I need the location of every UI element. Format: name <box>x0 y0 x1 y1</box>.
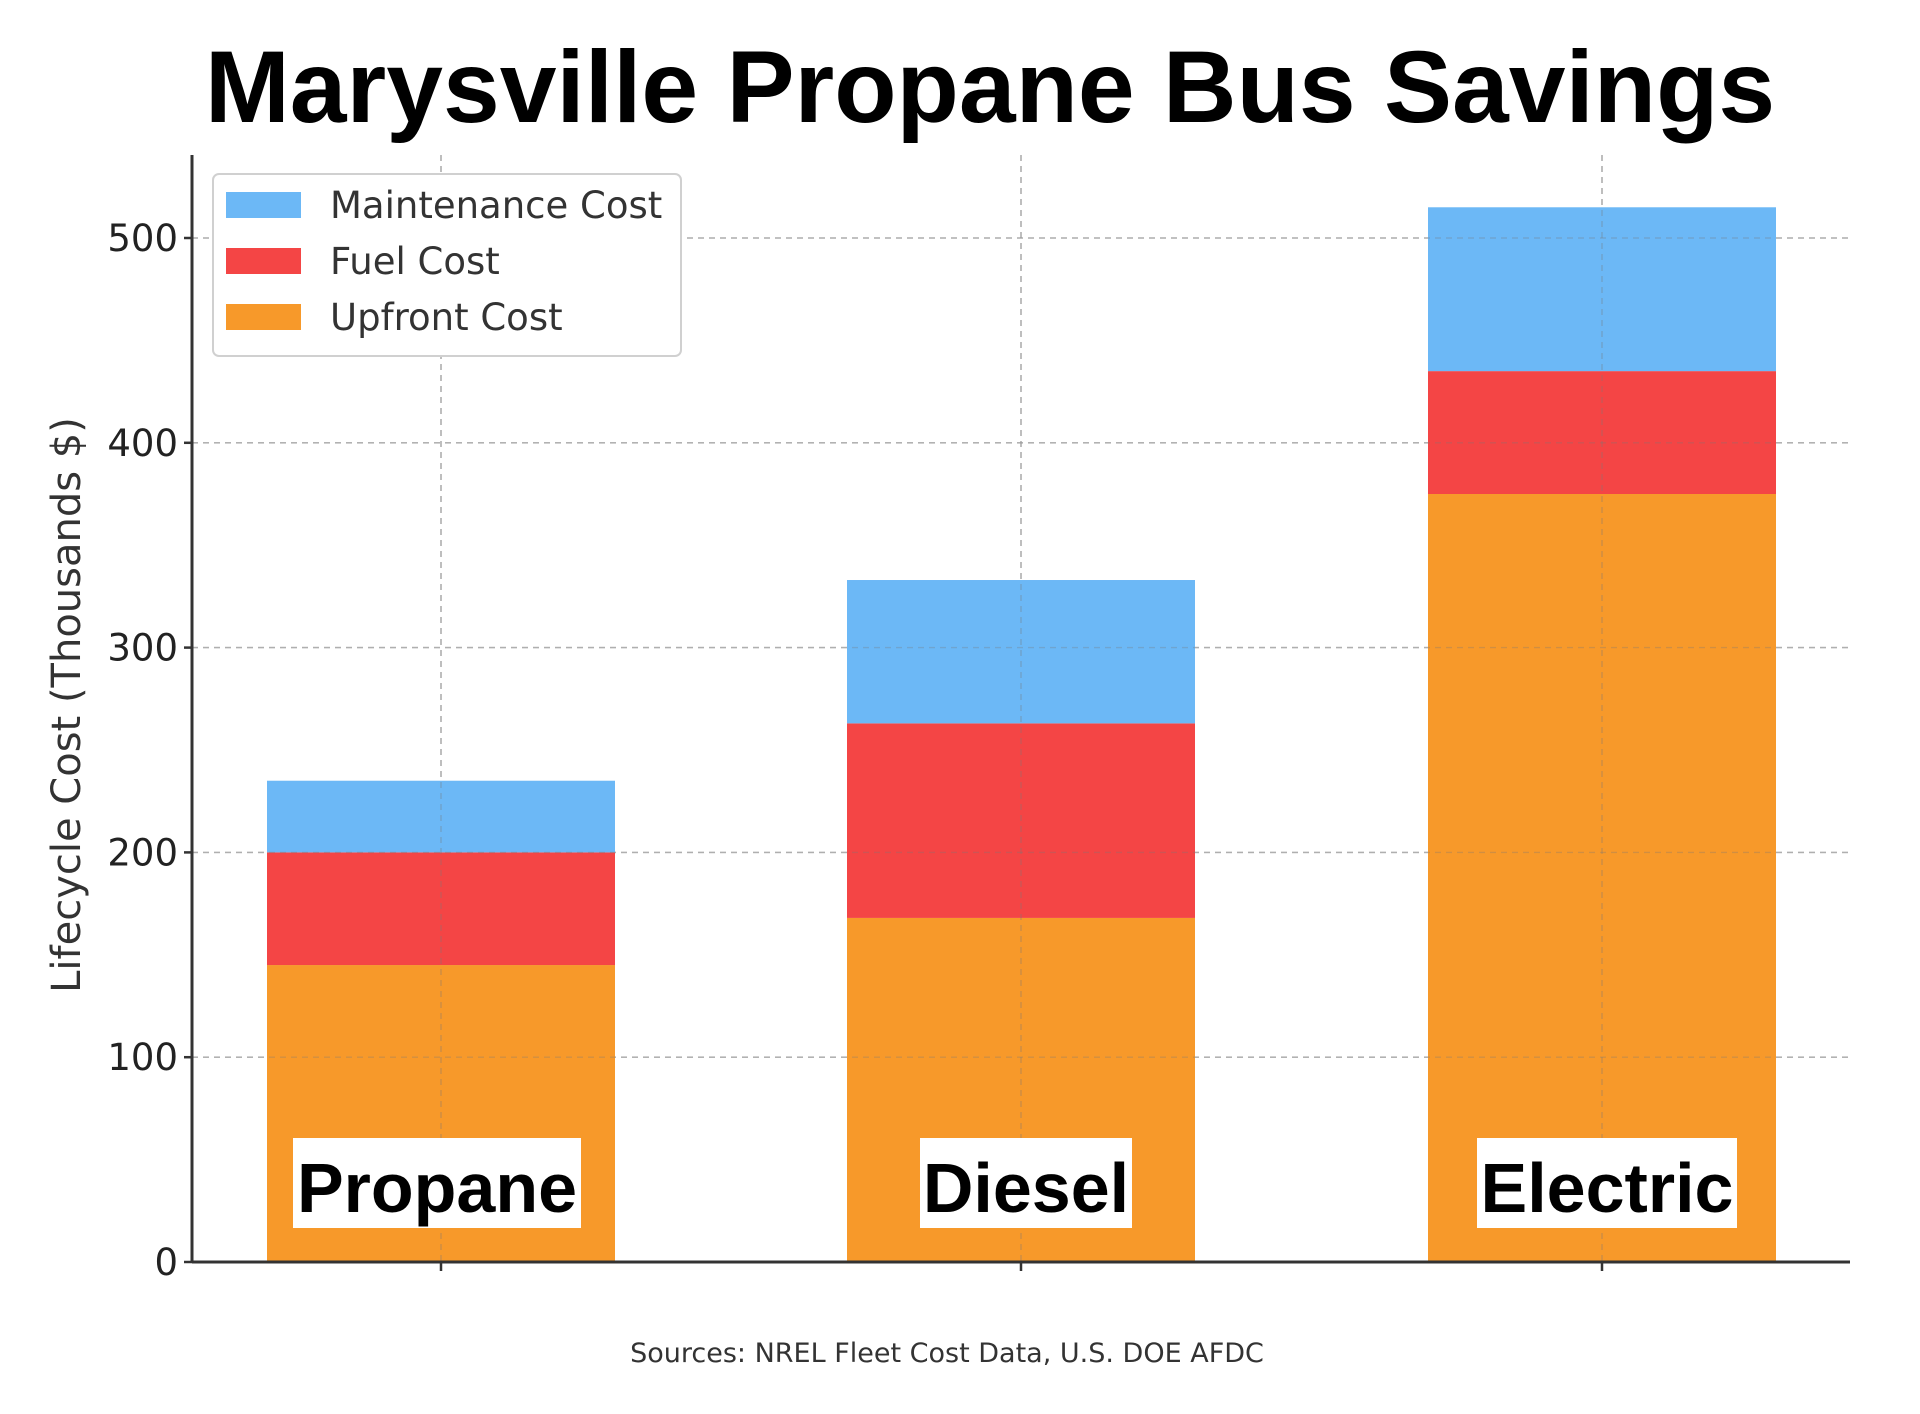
bar-segment <box>267 852 615 966</box>
chart-title: Marysville Propane Bus Savings <box>205 30 1775 144</box>
category-label-box <box>920 1138 1132 1228</box>
legend-swatch <box>226 304 301 330</box>
y-tick-label: 400 <box>107 422 178 465</box>
bar-segment <box>267 780 615 853</box>
category-labels: Propane Diesel Electric <box>293 1138 1737 1228</box>
bar-segment <box>1428 494 1776 1262</box>
y-tick-labels: 0 100 200 300 400 500 <box>107 217 192 1284</box>
category-label: Propane <box>297 1149 577 1227</box>
category-label: Electric <box>1481 1149 1734 1227</box>
y-tick-label: 200 <box>107 831 178 874</box>
axes <box>190 155 1850 1271</box>
y-tick-label: 300 <box>107 627 178 670</box>
legend-swatch <box>226 192 301 218</box>
legend-swatch <box>226 248 301 274</box>
legend-label: Maintenance Cost <box>330 184 662 227</box>
y-axis-label: Lifecycle Cost (Thousands $) <box>44 417 90 993</box>
legend: Maintenance Cost Fuel Cost Upfront Cost <box>212 173 682 357</box>
y-tick-label: 0 <box>154 1241 178 1284</box>
bar-segment <box>1428 371 1776 494</box>
y-tick-label: 500 <box>107 217 178 260</box>
bar-segment <box>847 580 1195 724</box>
category-label: Diesel <box>923 1149 1129 1227</box>
legend-label: Fuel Cost <box>330 240 500 283</box>
category-label-box <box>293 1138 581 1228</box>
category-label-box <box>1477 1138 1737 1228</box>
y-tick-label: 100 <box>107 1036 178 1079</box>
source-note: Sources: NREL Fleet Cost Data, U.S. DOE … <box>630 1338 1264 1369</box>
legend-label: Upfront Cost <box>330 296 563 339</box>
bar-segment <box>847 723 1195 918</box>
bar-segment <box>1428 207 1776 372</box>
legend-box <box>212 173 682 357</box>
